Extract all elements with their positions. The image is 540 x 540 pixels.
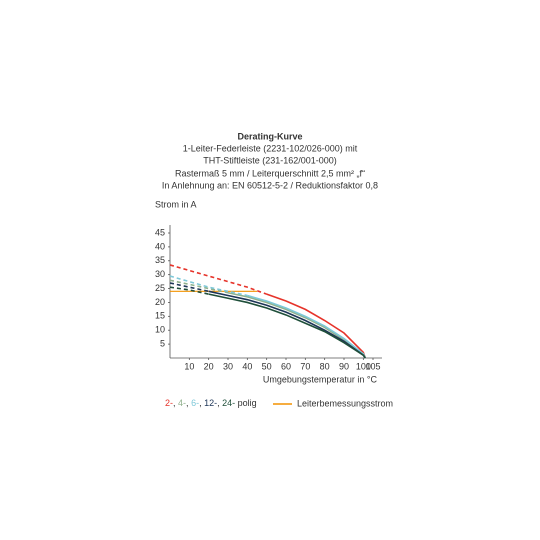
y-tick-label: 40 [155, 241, 165, 251]
y-tick-label: 20 [155, 297, 165, 307]
legend: 2-, 4-, 6-, 12-, 24- polig [165, 398, 257, 408]
x-axis-label: Umgebungstemperatur in °C [263, 374, 378, 384]
chart-subtitle: Rastermaß 5 mm / Leiterquerschnitt 2,5 m… [175, 168, 365, 178]
y-tick-label: 15 [155, 311, 165, 321]
x-tick-label: 70 [300, 361, 310, 371]
series-line [266, 293, 367, 359]
x-tick-label: 30 [223, 361, 233, 371]
legend-entry: 4- [178, 398, 186, 408]
x-tick-label: 20 [204, 361, 214, 371]
legend-separator: , [173, 398, 178, 408]
series-line-dashed [169, 282, 209, 293]
chart-title: Derating-Kurve [237, 131, 302, 141]
legend-entry: 12- [204, 398, 217, 408]
series-line-dashed [169, 275, 248, 297]
chart-subtitle: 1-Leiter-Federleiste (2231-102/026-000) … [183, 143, 358, 153]
legend-separator: , [186, 398, 191, 408]
x-tick-label: 90 [339, 361, 349, 371]
y-tick-label: 45 [155, 227, 165, 237]
x-tick-label: 105 [365, 361, 380, 371]
chart-subtitle: THT-Stiftleiste (231-162/001-000) [203, 155, 337, 165]
x-tick-label: 60 [281, 361, 291, 371]
x-tick-label: 10 [184, 361, 194, 371]
legend-entry: Leiterbemessungsstrom [297, 398, 393, 408]
series-line [208, 293, 366, 359]
y-axis-label: Strom in A [155, 199, 197, 209]
legend-separator: , [199, 398, 204, 408]
legend-entry: 24- [222, 398, 235, 408]
series-line-dashed [169, 286, 209, 295]
x-tick-label: 50 [262, 361, 272, 371]
x-tick-label: 40 [242, 361, 252, 371]
legend-entry: 2- [165, 398, 173, 408]
legend-entry: 6- [191, 398, 199, 408]
legend-separator: , [217, 398, 222, 408]
chart-subtitle: In Anlehnung an: EN 60512-5-2 / Reduktio… [162, 180, 378, 190]
x-tick-label: 100 [356, 361, 371, 371]
series-line [247, 294, 366, 359]
legend-suffix: polig [235, 398, 257, 408]
x-tick-label: 80 [320, 361, 330, 371]
series-line-dashed [169, 264, 267, 295]
y-tick-label: 10 [155, 325, 165, 335]
y-tick-label: 35 [155, 255, 165, 265]
y-tick-label: 30 [155, 269, 165, 279]
series-line-dashed [169, 279, 229, 294]
y-tick-label: 5 [160, 338, 165, 348]
y-tick-label: 25 [155, 283, 165, 293]
